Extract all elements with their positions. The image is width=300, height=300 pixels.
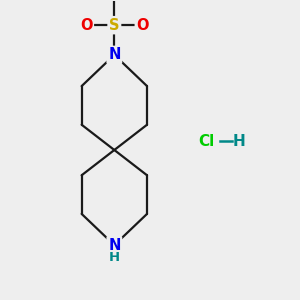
- Text: N: N: [108, 238, 121, 253]
- Text: Cl: Cl: [198, 134, 214, 148]
- Text: H: H: [109, 251, 120, 264]
- Text: N: N: [108, 47, 121, 62]
- Text: O: O: [80, 18, 92, 33]
- Text: S: S: [109, 18, 120, 33]
- Text: O: O: [136, 18, 149, 33]
- Text: H: H: [233, 134, 245, 148]
